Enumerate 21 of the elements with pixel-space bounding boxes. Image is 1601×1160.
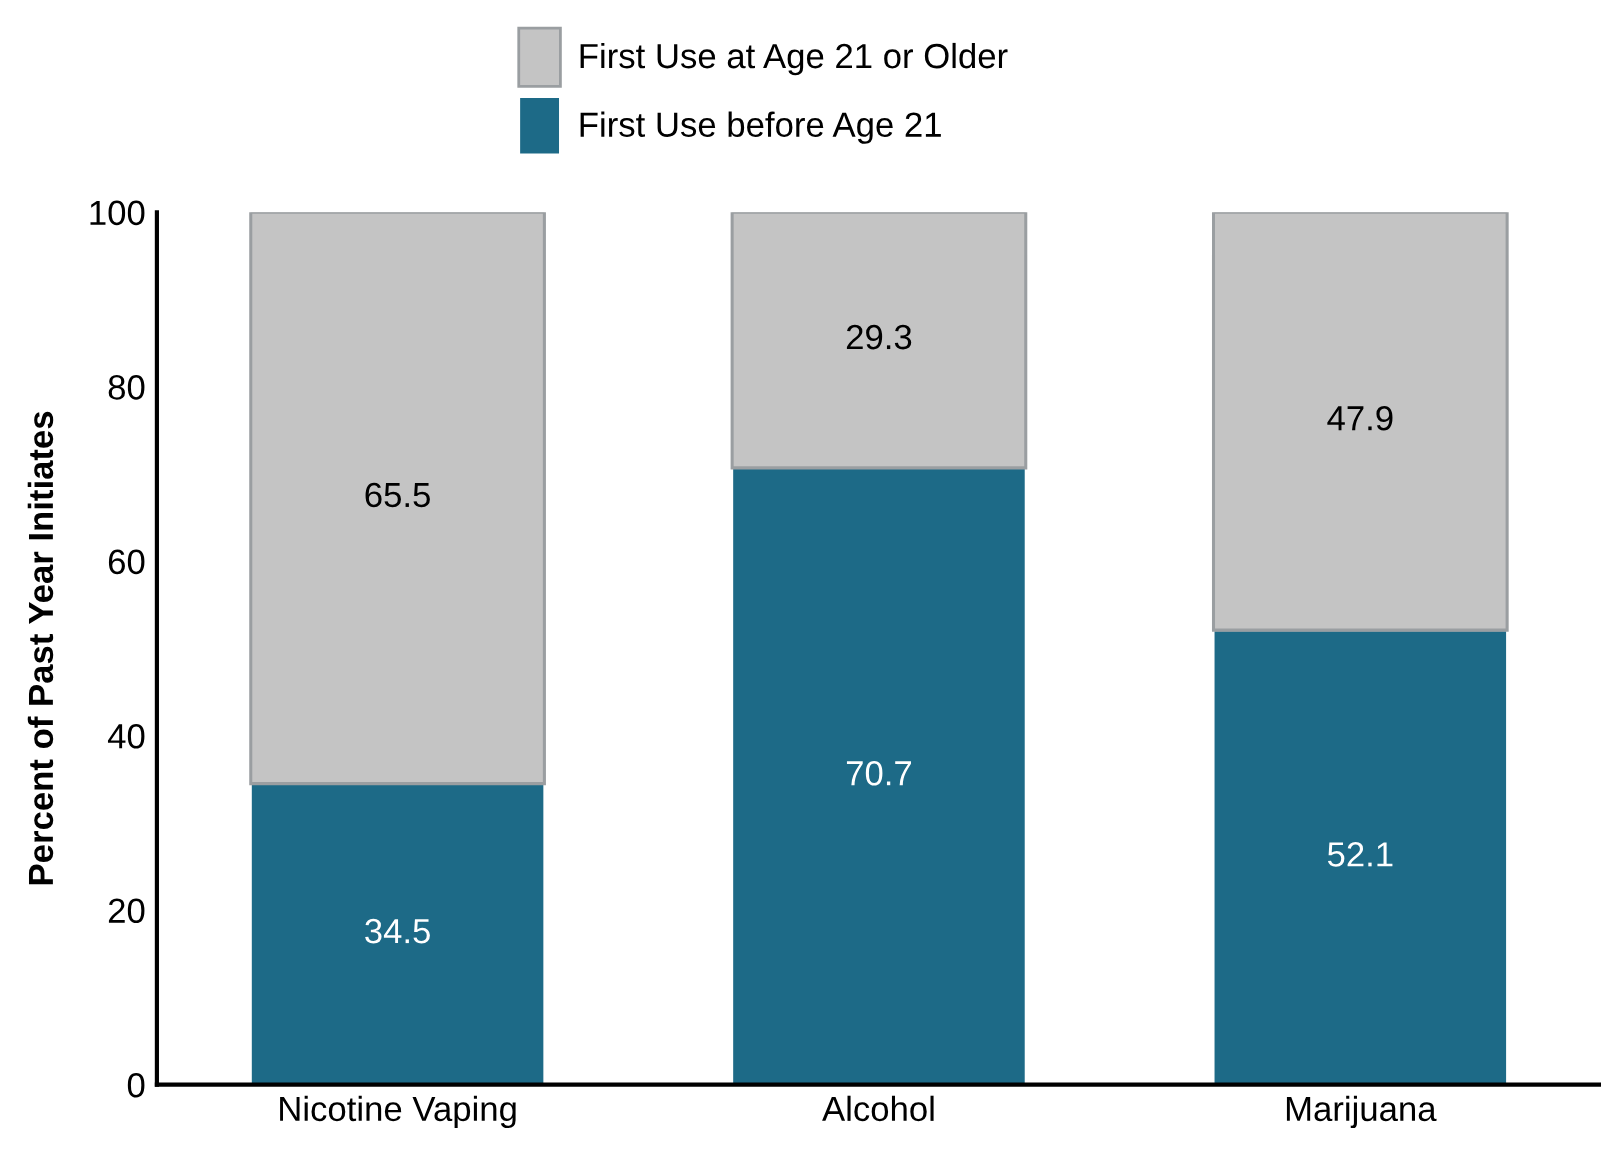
x-tick-label: Alcohol: [822, 1095, 934, 1122]
data-label: 34.5: [365, 918, 430, 944]
data-label: 65.5: [365, 482, 430, 508]
y-tick-label: 0: [127, 1072, 145, 1098]
x-tick-label: Nicotine Vaping: [280, 1095, 516, 1129]
y-tick-label: 100: [90, 200, 145, 226]
y-tick-label: 60: [108, 549, 145, 575]
data-label: 47.9: [1327, 405, 1393, 431]
y-tick-label: 20: [108, 898, 145, 924]
data-label: 29.3: [846, 324, 912, 350]
x-tick-label: Marijuana: [1286, 1095, 1437, 1129]
data-label: 52.1: [1327, 842, 1393, 867]
y-axis-title: Percent of Past Year Initiates: [27, 411, 54, 885]
y-tick-label: 40: [107, 724, 145, 749]
bar: [249, 782, 546, 1085]
bar: [1212, 629, 1509, 1085]
bar: [731, 466, 1027, 1085]
legend-label: First Use before Age 21: [580, 111, 941, 144]
legend-label: First Use at Age 21 or Older: [580, 42, 1008, 76]
data-label: 70.7: [846, 760, 911, 786]
y-tick-label: 80: [108, 375, 145, 400]
